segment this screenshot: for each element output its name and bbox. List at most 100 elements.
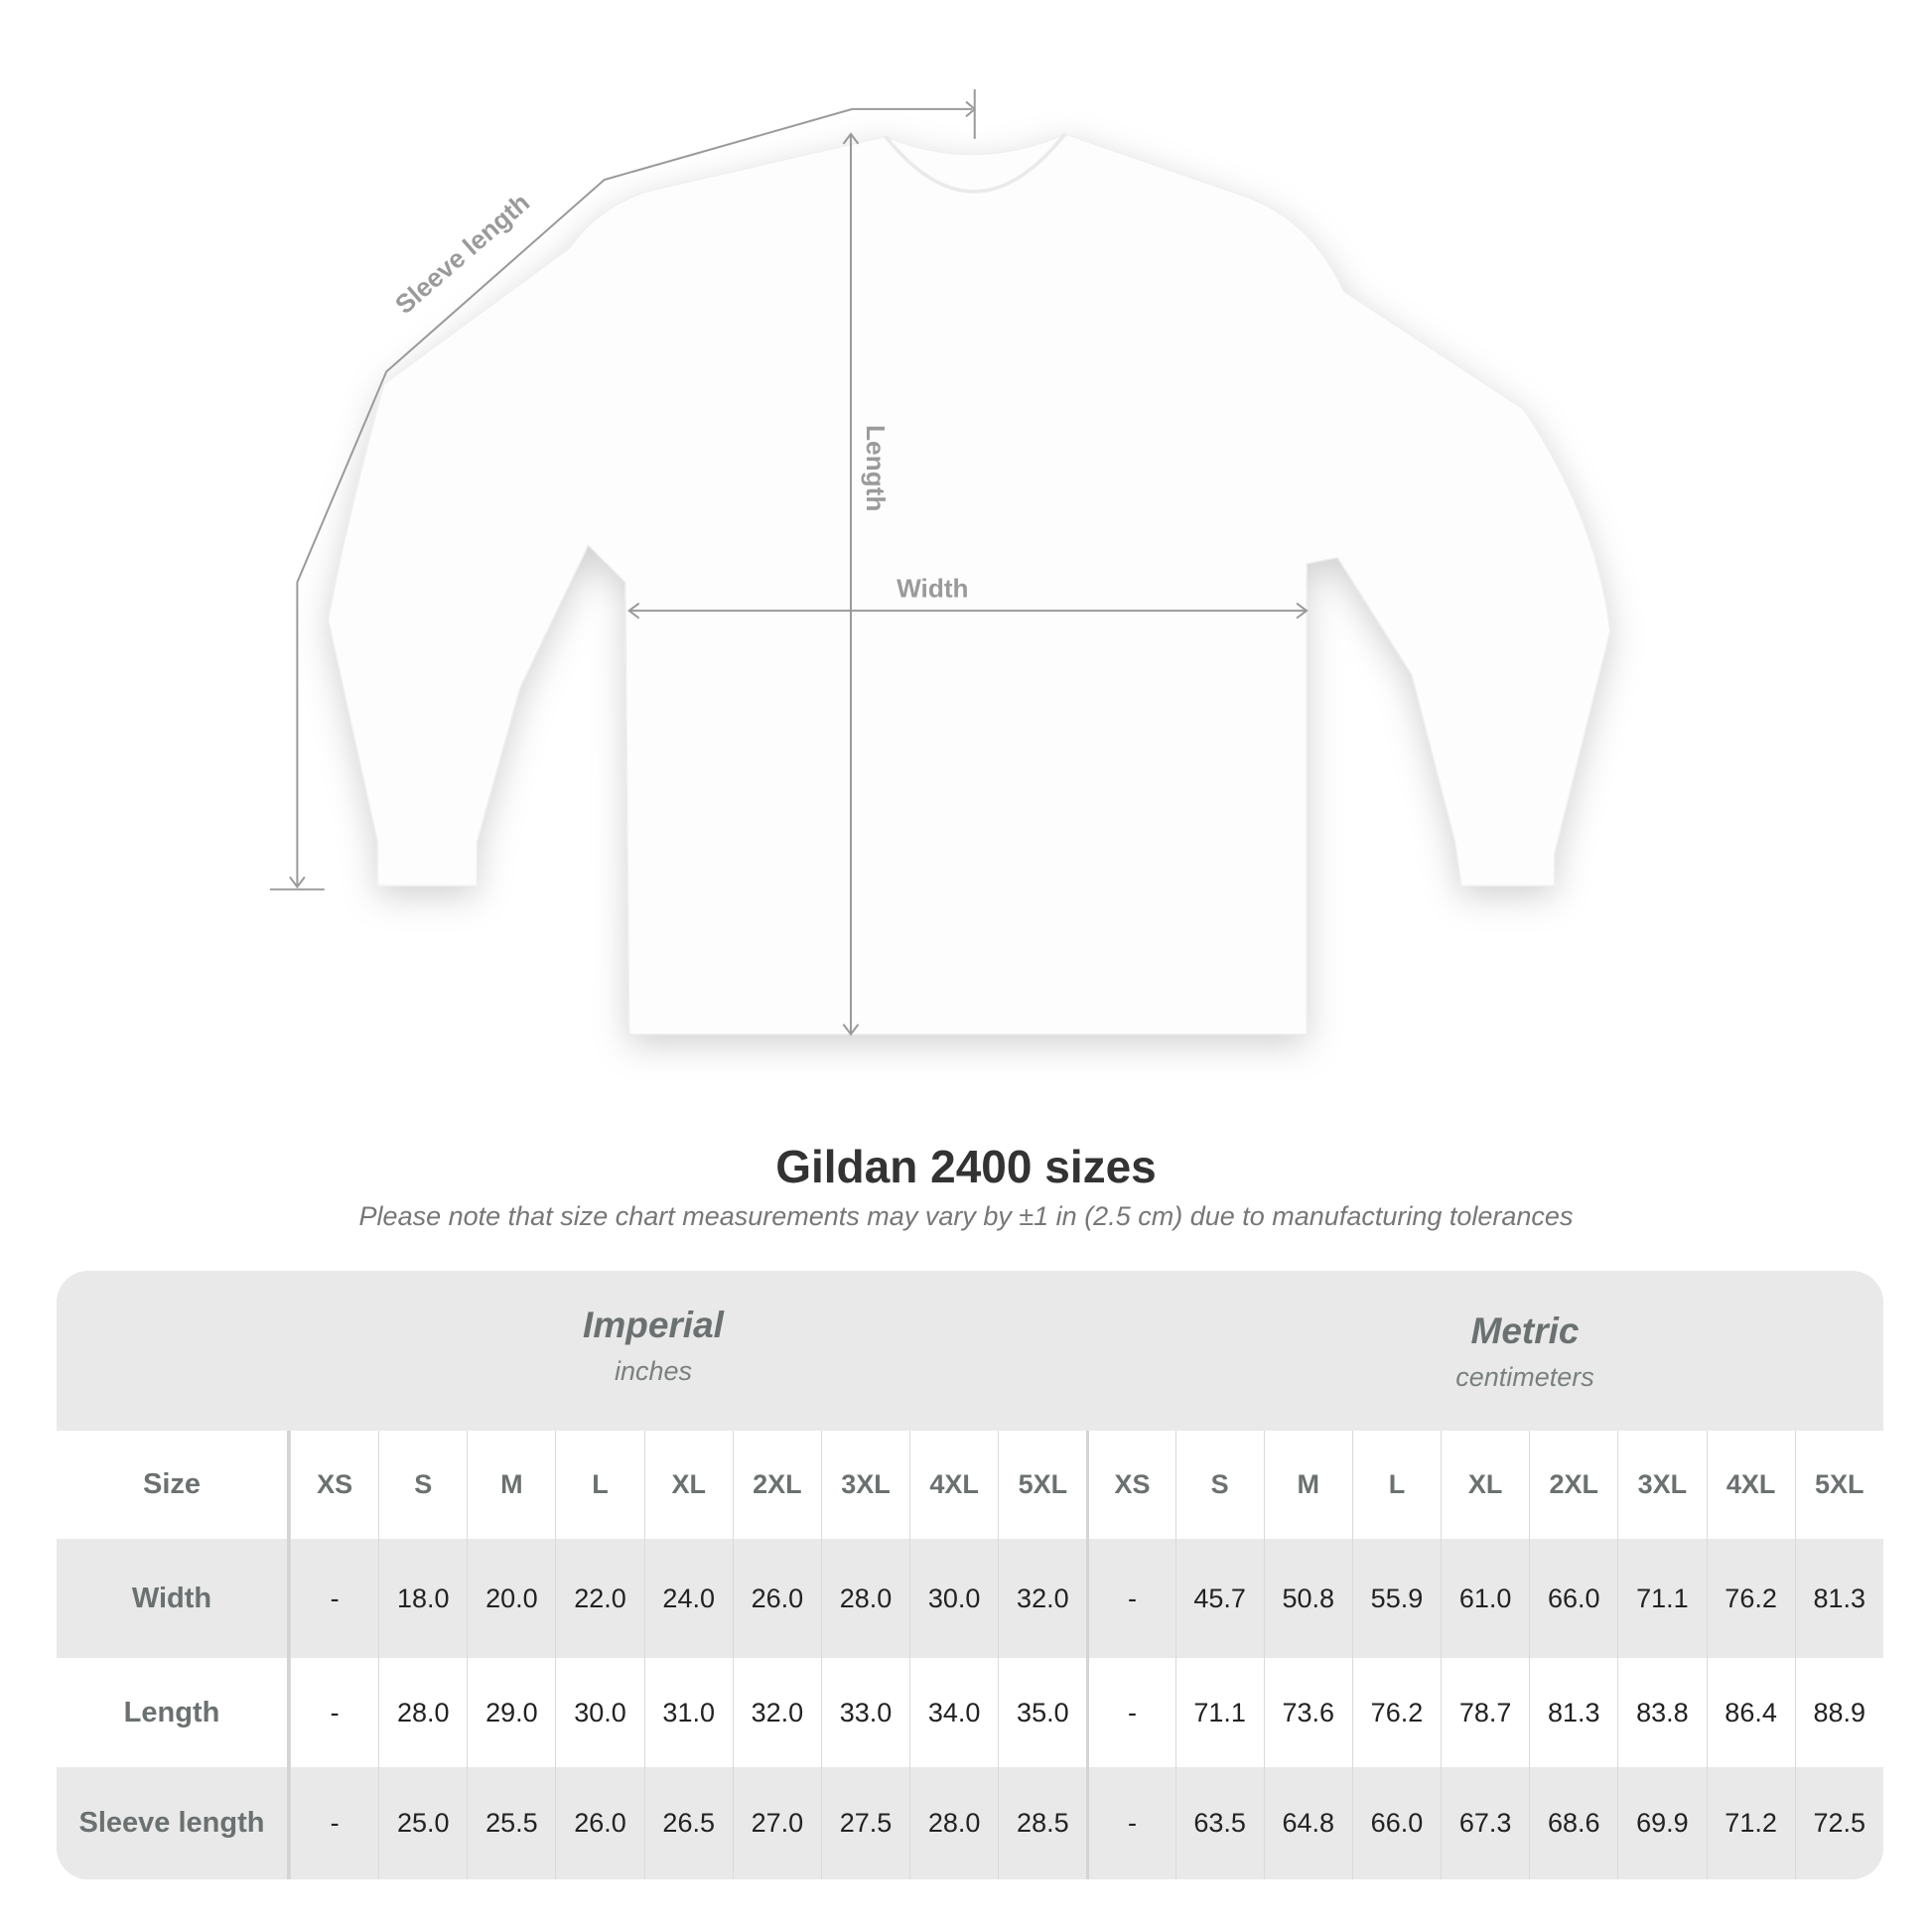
imperial-title: Imperial — [583, 1305, 724, 1345]
arrow-head-icon — [842, 132, 860, 145]
metric-unit: centimeters — [1455, 1362, 1594, 1392]
row-label: Length — [57, 1658, 290, 1767]
imperial-value-cell: 32.0 — [998, 1539, 1086, 1658]
metric-header: Metric centimeters — [1177, 1311, 1872, 1393]
size-header-row: Size XS S M L XL 2XL 3XL 4XL 5XL XS S M L XL 2XL 3XL 4XL 5… — [57, 1431, 1883, 1539]
metric-value-cell: 83.8 — [1617, 1658, 1706, 1767]
width-label: Width — [897, 573, 968, 603]
size-imperial-4xl: 4XL — [909, 1431, 998, 1539]
imperial-value-cell: 29.0 — [467, 1658, 555, 1767]
imperial-value-cell: 34.0 — [909, 1658, 998, 1767]
imperial-header: Imperial inches — [306, 1305, 1001, 1387]
metric-value-cell: 61.0 — [1441, 1539, 1529, 1658]
table-header-band: Imperial inches Metric centimeters — [57, 1271, 1883, 1431]
imperial-value-cell: 22.0 — [555, 1539, 643, 1658]
metric-value-cell: 81.3 — [1529, 1658, 1617, 1767]
metric-value-cell: 71.1 — [1617, 1539, 1706, 1658]
size-metric-5xl: 5XL — [1794, 1431, 1883, 1539]
imperial-value-cell: 30.0 — [555, 1658, 643, 1767]
size-imperial-5xl: 5XL — [998, 1431, 1086, 1539]
metric-value-cell: 66.0 — [1529, 1539, 1617, 1658]
metric-value-cell: 66.0 — [1351, 1767, 1441, 1879]
size-metric-xl: XL — [1441, 1431, 1529, 1539]
size-imperial-xl: XL — [643, 1431, 733, 1539]
metric-value-cell: 78.7 — [1441, 1658, 1529, 1767]
imperial-value-cell: 25.5 — [467, 1767, 555, 1879]
size-imperial-l: L — [555, 1431, 643, 1539]
metric-value-cell: 69.9 — [1617, 1767, 1706, 1879]
metric-value-cell: 88.9 — [1794, 1658, 1883, 1767]
table-row: Length -28.0 29.0 30.0 31.0 32.0 33.0 34.0 35.0-… — [57, 1658, 1883, 1767]
shirt-diagram: Sleeve length Length Width — [269, 88, 1611, 1036]
imperial-value-cell: 31.0 — [643, 1658, 733, 1767]
imperial-value-cell: 26.0 — [555, 1767, 643, 1879]
sleeve-length-line — [296, 107, 973, 888]
table-row: Sleeve length -25.0 25.5 26.0 26.5 27.0 27.5 28… — [57, 1767, 1883, 1879]
imperial-value-cell: 18.0 — [378, 1539, 467, 1658]
metric-value-cell: 68.6 — [1529, 1767, 1617, 1879]
size-metric-2xl: 2XL — [1529, 1431, 1617, 1539]
metric-value-cell: 71.2 — [1706, 1767, 1795, 1879]
imperial-value-cell: 30.0 — [909, 1539, 998, 1658]
metric-value-cell: 72.5 — [1794, 1767, 1883, 1879]
length-label: Length — [861, 425, 891, 511]
arrow-head-icon — [627, 602, 640, 620]
size-metric-l: L — [1351, 1431, 1441, 1539]
imperial-value-cell: - — [290, 1539, 378, 1658]
neck-collar — [884, 132, 1067, 194]
imperial-unit: inches — [614, 1356, 693, 1386]
imperial-value-cell: - — [290, 1658, 378, 1767]
arrow-head-icon — [965, 100, 977, 118]
imperial-value-cell: 35.0 — [998, 1658, 1086, 1767]
long-sleeve-shirt — [327, 133, 1611, 1035]
imperial-value-cell: 28.5 — [998, 1767, 1086, 1879]
size-metric-3xl: 3XL — [1617, 1431, 1706, 1539]
metric-value-cell: - — [1086, 1658, 1174, 1767]
imperial-value-cell: 25.0 — [378, 1767, 467, 1879]
imperial-value-cell: - — [290, 1767, 378, 1879]
size-metric-4xl: 4XL — [1706, 1431, 1795, 1539]
size-imperial-xs: XS — [290, 1431, 378, 1539]
metric-value-cell: - — [1086, 1539, 1174, 1658]
row-label: Width — [57, 1539, 290, 1658]
metric-value-cell: 63.5 — [1174, 1767, 1264, 1879]
tolerance-note: Please note that size chart measurements… — [358, 1201, 1574, 1231]
size-metric-m: M — [1263, 1431, 1352, 1539]
imperial-value-cell: 26.5 — [643, 1767, 733, 1879]
metric-title: Metric — [1470, 1311, 1580, 1351]
metric-value-cell: 55.9 — [1351, 1539, 1441, 1658]
imperial-value-cell: 32.0 — [732, 1658, 821, 1767]
metric-value-cell: 76.2 — [1706, 1539, 1795, 1658]
size-metric-s: S — [1174, 1431, 1264, 1539]
imperial-value-cell: 26.0 — [732, 1539, 821, 1658]
metric-value-cell: 81.3 — [1794, 1539, 1883, 1658]
metric-value-cell: - — [1086, 1767, 1174, 1879]
metric-value-cell: 45.7 — [1174, 1539, 1264, 1658]
imperial-value-cell: 28.0 — [820, 1539, 909, 1658]
metric-value-cell: 50.8 — [1263, 1539, 1352, 1658]
table-row: Width -18.0 20.0 22.0 24.0 26.0 28.0 30.0 32.0-4… — [57, 1539, 1883, 1658]
imperial-value-cell: 28.0 — [378, 1658, 467, 1767]
size-imperial-2xl: 2XL — [732, 1431, 821, 1539]
arrow-head-icon — [1296, 602, 1309, 620]
chart-title: Gildan 2400 sizes — [775, 1141, 1157, 1192]
size-metric-xs: XS — [1086, 1431, 1174, 1539]
imperial-value-cell: 27.0 — [732, 1767, 821, 1879]
arrow-head-icon — [842, 1024, 860, 1036]
row-label: Sleeve length — [57, 1767, 290, 1879]
size-table: Imperial inches Metric centimeters Size X… — [57, 1271, 1883, 1879]
metric-value-cell: 86.4 — [1706, 1658, 1795, 1767]
metric-value-cell: 67.3 — [1441, 1767, 1529, 1879]
size-imperial-m: M — [467, 1431, 555, 1539]
imperial-value-cell: 24.0 — [643, 1539, 733, 1658]
imperial-value-cell: 27.5 — [820, 1767, 909, 1879]
imperial-value-cell: 20.0 — [467, 1539, 555, 1658]
metric-value-cell: 76.2 — [1351, 1658, 1441, 1767]
imperial-value-cell: 33.0 — [820, 1658, 909, 1767]
metric-value-cell: 73.6 — [1263, 1658, 1352, 1767]
metric-value-cell: 64.8 — [1263, 1767, 1352, 1879]
arrow-head-icon — [289, 876, 306, 889]
imperial-value-cell: 28.0 — [909, 1767, 998, 1879]
size-imperial-s: S — [378, 1431, 467, 1539]
size-imperial-3xl: 3XL — [820, 1431, 909, 1539]
